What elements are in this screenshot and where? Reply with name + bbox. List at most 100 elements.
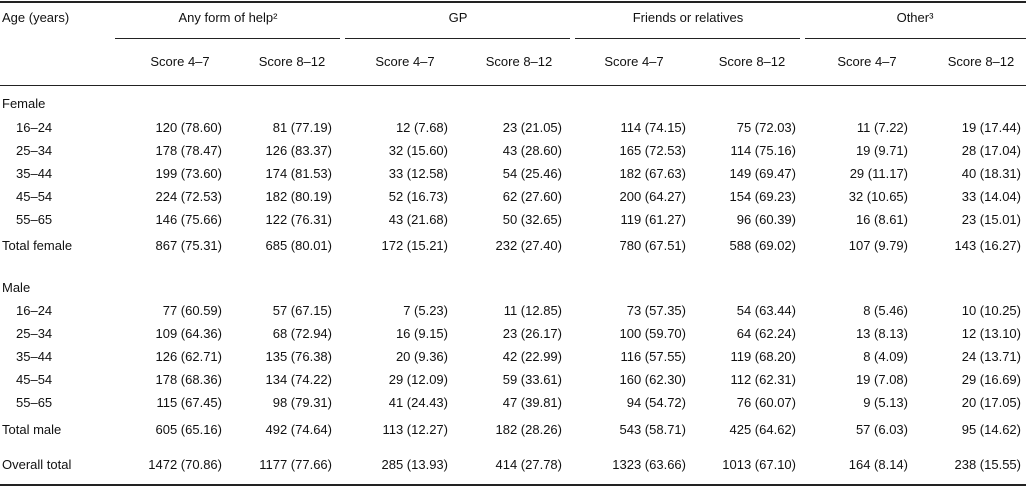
row-label: 16–24	[16, 303, 53, 318]
cell: 32 (10.65)	[848, 189, 908, 204]
cell: 29 (11.17)	[849, 166, 908, 181]
cell: 107 (9.79)	[848, 238, 908, 253]
cell: 1177 (77.66)	[259, 457, 332, 472]
cell: 182 (80.19)	[265, 189, 333, 204]
column-header: Score 8–12	[258, 54, 326, 69]
cell: 164 (8.14)	[848, 457, 908, 472]
cell: 50 (32.65)	[502, 212, 562, 227]
cell: 96 (60.39)	[736, 212, 796, 227]
cell: 238 (15.55)	[954, 457, 1022, 472]
cell: 19 (9.71)	[855, 143, 908, 158]
cell: 8 (5.46)	[863, 303, 908, 318]
row-label: 35–44	[16, 166, 53, 181]
cell: 605 (65.16)	[155, 422, 223, 437]
column-header: Score 4–7	[604, 54, 664, 69]
row-label: 45–54	[16, 372, 53, 387]
cell: 19 (7.08)	[855, 372, 908, 387]
cell: 29 (12.09)	[388, 372, 448, 387]
cell: 52 (16.73)	[388, 189, 448, 204]
cell: 43 (21.68)	[388, 212, 448, 227]
cell: 1323 (63.66)	[612, 457, 686, 472]
cell: 95 (14.62)	[961, 422, 1021, 437]
cell: 116 (57.55)	[620, 349, 686, 364]
cell: 11 (7.22)	[856, 120, 908, 135]
cell: 120 (78.60)	[155, 120, 223, 135]
cell: 199 (73.60)	[155, 166, 223, 181]
cell: 114 (74.15)	[620, 120, 686, 135]
cell: 135 (76.38)	[265, 349, 333, 364]
cell: 57 (67.15)	[272, 303, 332, 318]
cell: 224 (72.53)	[155, 189, 223, 204]
rule	[805, 38, 1026, 39]
column-group-header: Friends or relatives	[632, 10, 744, 25]
cell: 24 (13.71)	[961, 349, 1021, 364]
cell: 59 (33.61)	[502, 372, 562, 387]
cell: 62 (27.60)	[502, 189, 562, 204]
cell: 64 (62.24)	[736, 326, 796, 341]
cell: 867 (75.31)	[155, 238, 223, 253]
cell: 119 (68.20)	[730, 349, 796, 364]
cell: 33 (12.58)	[388, 166, 448, 181]
row-label: Overall total	[2, 457, 72, 472]
cell: 492 (74.64)	[265, 422, 333, 437]
rule	[0, 1, 1026, 3]
cell: 182 (28.26)	[495, 422, 563, 437]
cell: 143 (16.27)	[954, 238, 1022, 253]
cell: 178 (78.47)	[155, 143, 223, 158]
cell: 68 (72.94)	[272, 326, 332, 341]
column-header: Score 4–7	[150, 54, 210, 69]
cell: 29 (16.69)	[961, 372, 1021, 387]
cell: 28 (17.04)	[961, 143, 1021, 158]
cell: 115 (67.45)	[156, 395, 222, 410]
cell: 41 (24.43)	[388, 395, 448, 410]
cell: 76 (60.07)	[736, 395, 796, 410]
cell: 126 (83.37)	[265, 143, 333, 158]
row-label: 16–24	[16, 120, 53, 135]
cell: 285 (13.93)	[381, 457, 449, 472]
cell: 94 (54.72)	[626, 395, 686, 410]
rule	[115, 38, 340, 39]
cell: 32 (15.60)	[388, 143, 448, 158]
cell: 780 (67.51)	[619, 238, 687, 253]
cell: 98 (79.31)	[272, 395, 332, 410]
row-label: 45–54	[16, 189, 53, 204]
cell: 112 (62.31)	[730, 372, 796, 387]
cell: 232 (27.40)	[495, 238, 563, 253]
cell: 154 (69.23)	[729, 189, 797, 204]
cell: 113 (12.27)	[382, 422, 448, 437]
cell: 43 (28.60)	[502, 143, 562, 158]
cell: 100 (59.70)	[619, 326, 687, 341]
cell: 543 (58.71)	[619, 422, 687, 437]
column-header: Score 8–12	[718, 54, 786, 69]
column-group-header: Any form of help²	[178, 10, 278, 25]
cell: 122 (76.31)	[265, 212, 333, 227]
row-label: Total male	[2, 422, 62, 437]
cell: 146 (75.66)	[155, 212, 223, 227]
cell: 114 (75.16)	[730, 143, 796, 158]
row-label: 55–65	[16, 395, 53, 410]
cell: 23 (15.01)	[961, 212, 1021, 227]
section-label: Male	[2, 280, 31, 295]
column-header: Score 8–12	[485, 54, 553, 69]
cell: 174 (81.53)	[265, 166, 333, 181]
cell: 40 (18.31)	[961, 166, 1021, 181]
cell: 42 (22.99)	[502, 349, 562, 364]
cell: 109 (64.36)	[155, 326, 223, 341]
row-label: 55–65	[16, 212, 53, 227]
row-label: 35–44	[16, 349, 53, 364]
cell: 200 (64.27)	[619, 189, 687, 204]
rule	[345, 38, 570, 39]
column-group-header: Other³	[896, 10, 934, 25]
cell: 165 (72.53)	[619, 143, 687, 158]
cell: 12 (7.68)	[395, 120, 448, 135]
cell: 588 (69.02)	[729, 238, 797, 253]
cell: 11 (12.85)	[503, 303, 562, 318]
rule	[0, 85, 1026, 86]
column-header: Score 4–7	[837, 54, 897, 69]
section-label: Female	[2, 96, 46, 111]
cell: 23 (26.17)	[502, 326, 562, 341]
cell: 149 (69.47)	[729, 166, 797, 181]
cell: 81 (77.19)	[272, 120, 332, 135]
cell: 16 (8.61)	[855, 212, 908, 227]
row-label: 25–34	[16, 143, 53, 158]
